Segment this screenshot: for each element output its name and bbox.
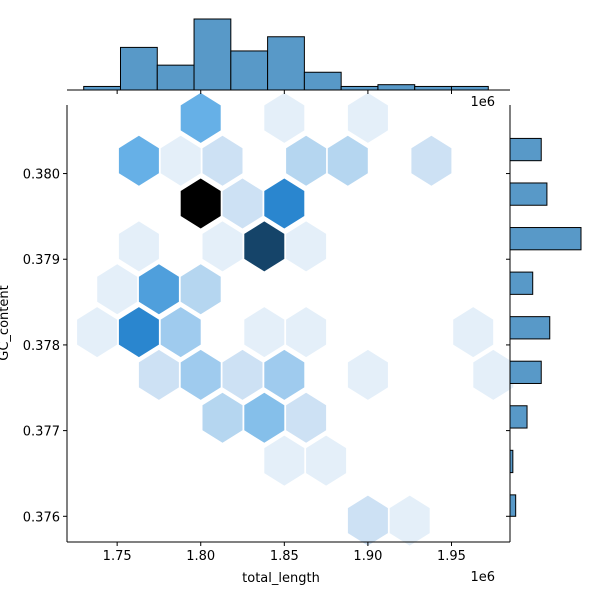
right-hist-bar-0 xyxy=(509,494,517,517)
hexbin-16 xyxy=(97,264,138,315)
hexbin-36 xyxy=(347,495,388,546)
hexbin-8 xyxy=(411,135,452,186)
hexbin-29 xyxy=(347,349,388,400)
hexbin-30 xyxy=(473,349,514,400)
hexbin-35 xyxy=(306,435,347,486)
hexbin-3 xyxy=(118,135,159,186)
right-hist-bar-10 xyxy=(509,271,534,295)
hexbin-21 xyxy=(160,307,201,358)
top-hist-bar-4 xyxy=(230,50,269,91)
x-tick-label-2: 1.85 xyxy=(270,549,299,564)
y-tick-label-3: 0.379 xyxy=(23,253,60,268)
top-hist-bar-3 xyxy=(193,18,232,91)
hexbin-10 xyxy=(222,178,263,229)
right-hist-bar-16 xyxy=(509,137,542,162)
x-offset-label: 1e6 xyxy=(470,570,495,585)
hexbin-32 xyxy=(244,392,285,443)
hexbin-9 xyxy=(180,178,221,229)
x-tick-label-4: 1.95 xyxy=(437,549,466,564)
right-hist-bar-2 xyxy=(509,449,514,474)
hexbin-20 xyxy=(118,307,159,358)
right-hist-bar-8 xyxy=(509,316,551,340)
right-hist-bar-12 xyxy=(509,227,582,251)
hexbin-4 xyxy=(160,135,201,186)
y-tick-label-2: 0.378 xyxy=(23,339,60,354)
top-hist-bar-0 xyxy=(83,85,121,91)
right-hist-bar-4 xyxy=(509,405,528,429)
joint-axes: 1.75 1.80 1.85 1.90 1.95 0.376 0.377 0.378 0.379… xyxy=(23,105,510,564)
hexbin-14 xyxy=(244,221,285,272)
hexbin-19 xyxy=(77,307,118,358)
right-marginal-histogram xyxy=(506,105,582,542)
top-hist-bar-9 xyxy=(414,85,452,91)
hexbin-7 xyxy=(327,135,368,186)
hexbin-11 xyxy=(264,178,305,229)
hexbin-13 xyxy=(202,221,243,272)
y-tick-label-1: 0.377 xyxy=(23,425,60,440)
hexbin-2 xyxy=(347,92,388,143)
hexbin-33 xyxy=(286,392,327,443)
hexbin-22 xyxy=(244,307,285,358)
joint-plot-area xyxy=(77,92,514,546)
top-hist-bar-6 xyxy=(303,71,342,91)
y-axis-label: GC_content xyxy=(0,285,12,360)
x-axis-label: total_length xyxy=(242,571,320,586)
hexbin-15 xyxy=(286,221,327,272)
x-tick-label-0: 1.75 xyxy=(103,549,132,564)
right-hist-bar-6 xyxy=(509,360,542,384)
top-hist-bar-10 xyxy=(450,85,489,91)
hexbin-6 xyxy=(286,135,327,186)
x-tick-label-3: 1.90 xyxy=(353,549,382,564)
hexbin-0 xyxy=(180,92,221,143)
top-hist-bar-1 xyxy=(119,46,158,91)
hexbin-5 xyxy=(202,135,243,186)
y-tick-label-4: 0.380 xyxy=(23,168,60,183)
hexbin-1 xyxy=(264,92,305,143)
top-marginal-histogram xyxy=(67,18,510,94)
x-tick-label-1: 1.80 xyxy=(186,549,215,564)
right-hist-bar-14 xyxy=(509,182,548,206)
hexbin-31 xyxy=(202,392,243,443)
top-hist-bar-7 xyxy=(340,85,379,91)
hexbin-27 xyxy=(222,349,263,400)
top-hist-offset-label: 1e6 xyxy=(470,95,495,110)
hexbin-37 xyxy=(389,495,430,546)
hexbin-18 xyxy=(180,264,221,315)
top-hist-bar-5 xyxy=(267,36,305,91)
hexbin-25 xyxy=(138,349,179,400)
top-hist-bar-8 xyxy=(377,84,416,91)
y-tick-label-0: 0.376 xyxy=(23,510,60,525)
hexbin-23 xyxy=(286,307,327,358)
top-hist-bar-2 xyxy=(156,64,195,91)
hexbin-24 xyxy=(453,307,494,358)
hexbin-34 xyxy=(264,435,305,486)
hexbin-17 xyxy=(138,264,179,315)
hexbin-28 xyxy=(264,349,305,400)
hexbin-12 xyxy=(118,221,159,272)
hexbin-26 xyxy=(180,349,221,400)
